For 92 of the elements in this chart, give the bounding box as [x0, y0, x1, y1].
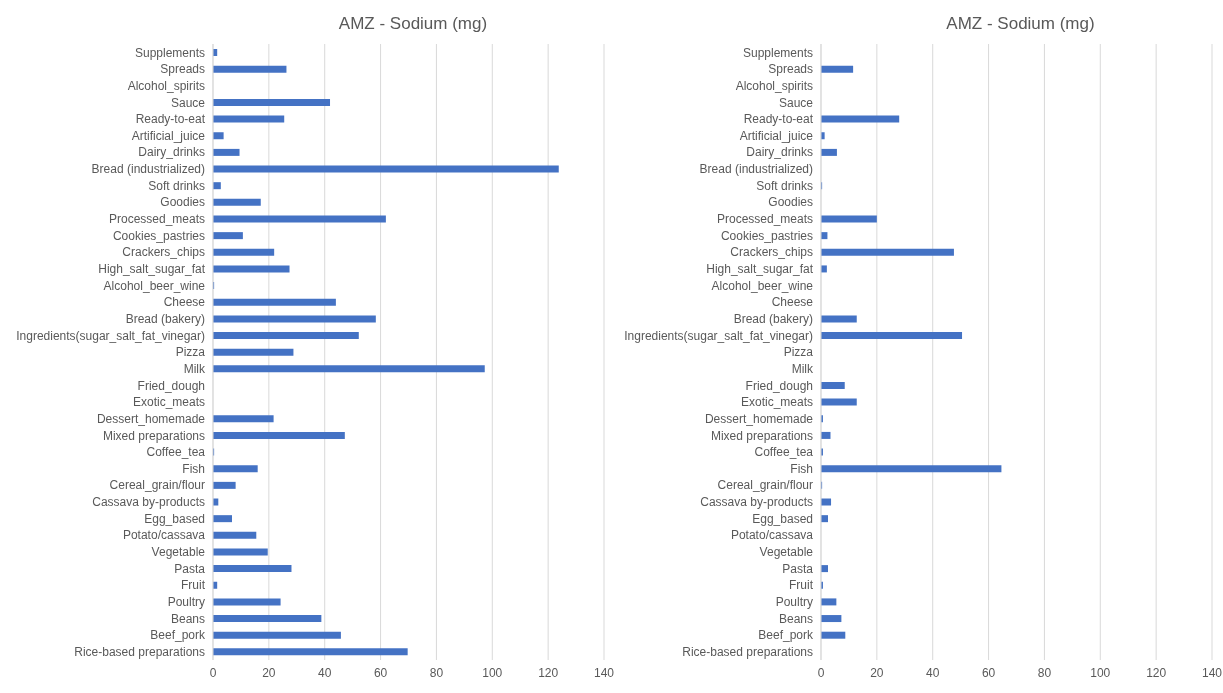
y-tick-label: Beef_pork: [150, 628, 206, 643]
y-tick-label: Cheese: [771, 295, 813, 310]
x-tick-label: 0: [209, 665, 217, 680]
y-tick-label: Ready-to-eat: [135, 112, 206, 127]
y-tick-label: Goodies: [767, 195, 813, 210]
y-tick-label: Spreads: [160, 62, 205, 77]
y-tick-label: Cereal_grain/flour: [717, 478, 813, 493]
y-tick-label: Bread (bakery): [733, 311, 813, 326]
y-tick-label: Fruit: [181, 578, 206, 593]
y-tick-label: Pasta: [174, 561, 206, 576]
x-tick-label: 120: [1145, 665, 1166, 680]
x-tick-label: 20: [869, 665, 884, 680]
y-tick-label: Alcohol_beer_wine: [103, 278, 206, 293]
y-tick-label: Cheese: [163, 295, 206, 310]
x-tick-label: 20: [262, 665, 276, 680]
x-tick-label: 100: [482, 665, 503, 680]
y-tick-label: Beans: [778, 611, 813, 626]
y-tick-label: Sauce: [170, 95, 206, 110]
x-tick-label: 100: [1089, 665, 1111, 680]
y-tick-label: Dessert_homemade: [96, 411, 206, 426]
chart-title: AMZ - Sodium (mg): [945, 14, 1096, 34]
y-tick-label: Vegetable: [151, 545, 206, 560]
y-tick-label: Beans: [170, 611, 205, 626]
y-tick-label: Pizza: [175, 345, 206, 360]
y-tick-label: Egg_based: [144, 511, 205, 526]
x-tick-label: 80: [429, 665, 444, 680]
y-tick-label: Exotic_meats: [740, 395, 813, 410]
y-tick-label: Sauce: [778, 95, 813, 110]
y-tick-label: Mixed preparations: [102, 428, 205, 443]
y-tick-label: Pizza: [783, 345, 813, 360]
y-tick-label: Coffee_tea: [754, 445, 813, 460]
x-tick-label: 60: [373, 665, 388, 680]
y-tick-label: Rice-based preparations: [681, 644, 813, 659]
y-tick-label: Poultry: [167, 594, 205, 609]
y-tick-label: Cookies_pastries: [112, 228, 205, 243]
y-tick-label: Milk: [183, 361, 206, 376]
y-tick-label: Supplements: [134, 45, 205, 60]
y-tick-label: Alcohol_beer_wine: [711, 278, 813, 293]
x-tick-label: 40: [925, 665, 940, 680]
y-tick-label: Supplements: [742, 45, 813, 60]
y-tick-label: Alcohol_spirits: [127, 78, 205, 93]
y-tick-label: Bread (bakery): [125, 311, 205, 326]
y-tick-label: Bread (industrialized): [699, 162, 813, 177]
y-tick-label: Dessert_homemade: [704, 411, 813, 426]
y-tick-label: Milk: [791, 361, 814, 376]
x-tick-label: 120: [538, 665, 559, 680]
y-tick-label: Fried_dough: [745, 378, 813, 393]
chart-title: AMZ - Sodium (mg): [337, 14, 489, 34]
y-tick-label: Spreads: [767, 62, 813, 77]
y-tick-label: Cereal_grain/flour: [109, 478, 205, 493]
y-tick-label: Fried_dough: [137, 378, 205, 393]
y-tick-label: Artificial_juice: [131, 128, 206, 143]
y-tick-label: Goodies: [160, 195, 205, 210]
x-tick-label: 40: [318, 665, 332, 680]
y-tick-label: Alcohol_spirits: [735, 78, 813, 93]
y-tick-label: Processed_meats: [716, 212, 813, 227]
y-tick-label: Soft drinks: [755, 178, 813, 193]
y-tick-label: Bread (industrialized): [91, 162, 205, 177]
y-tick-label: Artificial_juice: [739, 128, 813, 143]
y-tick-label: Processed_meats: [108, 212, 205, 227]
y-tick-label: Ingredients(sugar_salt_fat_vinegar): [623, 328, 813, 343]
y-tick-label: Potato/cassava: [122, 528, 206, 543]
y-tick-label: Mixed preparations: [710, 428, 813, 443]
x-tick-label: 0: [817, 665, 825, 680]
x-tick-label: 140: [1201, 665, 1222, 680]
y-tick-label: Potato/cassava: [730, 528, 813, 543]
y-tick-label: Egg_based: [751, 511, 813, 526]
y-tick-label: Exotic_meats: [132, 395, 205, 410]
y-tick-label: Cassava by-products: [92, 495, 205, 510]
y-tick-label: Cookies_pastries: [720, 228, 813, 243]
y-tick-label: Beef_pork: [757, 628, 814, 643]
y-tick-label: Ingredients(sugar_salt_fat_vinegar): [16, 328, 205, 343]
y-tick-label: High_salt_sugar_fat: [705, 262, 814, 277]
y-tick-label: Pasta: [781, 561, 813, 576]
y-tick-label: Vegetable: [759, 545, 813, 560]
y-tick-label: Dairy_drinks: [745, 145, 813, 160]
y-tick-label: Crackers_chips: [729, 245, 813, 260]
y-tick-label: Dairy_drinks: [138, 145, 205, 160]
x-tick-label: 140: [593, 665, 615, 680]
y-tick-label: Fish: [789, 461, 813, 476]
y-tick-label: Poultry: [775, 594, 813, 609]
y-tick-label: High_salt_sugar_fat: [98, 262, 206, 277]
y-tick-label: Crackers_chips: [122, 245, 205, 260]
y-tick-label: Fruit: [788, 578, 814, 593]
y-tick-label: Rice-based preparations: [74, 644, 205, 659]
x-tick-label: 80: [1037, 665, 1051, 680]
x-tick-label: 60: [981, 665, 996, 680]
y-tick-label: Ready-to-eat: [743, 112, 814, 127]
y-tick-label: Cassava by-products: [699, 495, 813, 510]
y-tick-label: Coffee_tea: [146, 445, 206, 460]
y-tick-label: Fish: [182, 461, 205, 476]
y-tick-label: Soft drinks: [148, 178, 205, 193]
